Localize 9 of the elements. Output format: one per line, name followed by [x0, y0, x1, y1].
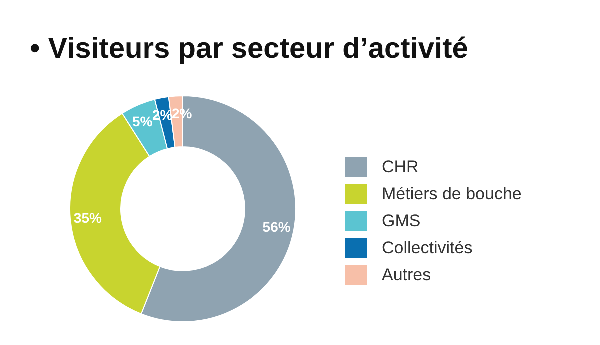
data-label: 5% [132, 113, 154, 130]
legend-label: Autres [382, 266, 432, 284]
legend-label: Collectivités [382, 238, 473, 258]
chart-title: • Visiteurs par secteur d’activité [30, 33, 468, 65]
legend-label: GMS [382, 212, 421, 230]
legend-label: CHR [382, 158, 419, 176]
data-label: 56% [262, 218, 292, 235]
data-label: 35% [74, 210, 102, 226]
legend-label: Métiers de bouche [382, 184, 522, 204]
